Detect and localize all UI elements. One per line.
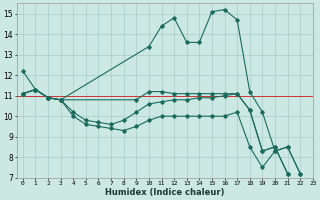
X-axis label: Humidex (Indice chaleur): Humidex (Indice chaleur) xyxy=(105,188,224,197)
